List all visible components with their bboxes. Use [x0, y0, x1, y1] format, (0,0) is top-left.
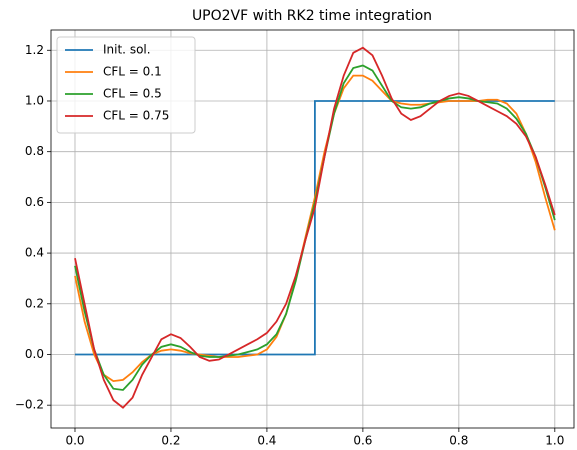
chart-title: UPO2VF with RK2 time integration: [192, 8, 432, 24]
series-line: [74, 100, 555, 356]
y-tick-label: 0.6: [25, 195, 44, 209]
y-tick-label: −0.2: [15, 398, 44, 412]
legend-label: Init. sol.: [103, 43, 151, 57]
y-tick-label: 1.0: [25, 93, 44, 107]
legend-label: CFL = 0.75: [103, 109, 169, 123]
y-tick-label: 0.0: [25, 347, 44, 361]
axes-frame: [50, 29, 575, 429]
legend-label: CFL = 0.1: [103, 65, 162, 79]
x-tick-label: 1.0: [545, 434, 564, 448]
legend-box: [56, 36, 196, 134]
x-tick-label: 0.0: [65, 434, 84, 448]
series-line: [74, 46, 556, 409]
x-tick-label: 0.6: [353, 434, 372, 448]
y-tick-label: 0.8: [25, 144, 44, 158]
x-tick-label: 0.2: [161, 434, 180, 448]
y-tick-label: 1.2: [25, 43, 44, 57]
y-tick-label: 0.2: [25, 296, 44, 310]
legend-label: CFL = 0.5: [103, 87, 162, 101]
x-tick-label: 0.8: [449, 434, 468, 448]
x-tick-label: 0.4: [257, 434, 276, 448]
y-tick-label: 0.4: [25, 246, 44, 260]
